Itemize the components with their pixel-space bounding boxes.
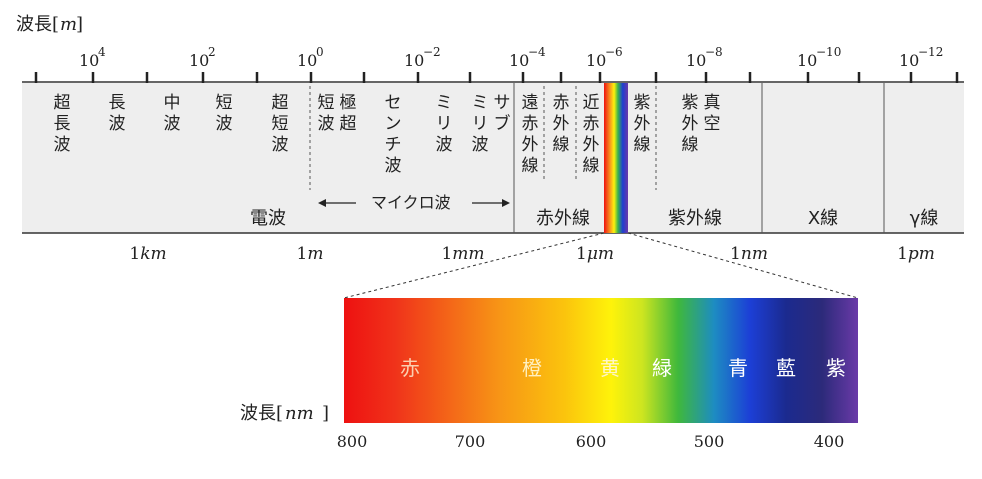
band-gamma-label: γ線 (910, 208, 939, 229)
dashed-separators (309, 86, 657, 190)
top-tick-exp-8: −12 (918, 45, 943, 59)
bottom-label-μm: 1μm (576, 244, 614, 264)
sub-band-kyokutan_a: 短波 (318, 93, 335, 134)
bottom-axis-labels: 1km 1m 1mm 1μm 1nm 1pm (129, 244, 935, 264)
top-tick-exp-4: −4 (528, 45, 546, 59)
visible-color-labels: 赤橙黄緑青藍紫 (400, 356, 846, 380)
zoom-lines (343, 232, 859, 299)
top-tick-label-8: 10−12 (899, 45, 943, 70)
sub-band-chu: 中波 (164, 93, 181, 134)
top-axis-label-unit: m (60, 14, 77, 35)
sub-band-labels: 超長波長波中波短波超短波短波極超センチ波ミリ波ミリ波サブ遠赤外線赤外線近赤外線紫… (54, 93, 721, 176)
sub-band-mid_ir: 赤外線 (553, 93, 570, 155)
top-tick-base-8: 10 (899, 51, 919, 70)
visible-tick-800: 800 (337, 432, 368, 451)
top-tick-exp-5: −6 (605, 45, 623, 59)
bottom-label-pm: 1pm (897, 244, 935, 264)
visible-color-0: 赤 (400, 356, 420, 380)
svg-text:]: ] (76, 14, 83, 35)
visible-color-2: 黄 (600, 356, 620, 380)
sub-band-choutan: 超短波 (272, 93, 289, 155)
visible-color-5: 藍 (776, 356, 796, 380)
band-ir-label: 赤外線 (536, 208, 590, 229)
sub-band-submilli_a: ミリ波 (472, 93, 489, 155)
top-axis-label-prefix: 波長 (16, 14, 52, 35)
top-tick-base-6: 10 (686, 51, 706, 70)
top-tick-exp-3: −2 (423, 45, 441, 59)
sub-band-tan: 短波 (216, 93, 233, 134)
sub-band-centi: センチ波 (385, 93, 402, 176)
visible-axis-label-unit: nm (285, 403, 314, 424)
svg-text:[: [ (276, 403, 283, 424)
top-tick-base-0: 10 (79, 51, 99, 70)
visible-color-6: 紫 (826, 356, 846, 380)
sub-band-uv: 紫外線 (634, 93, 651, 155)
sub-band-far_ir: 遠赤外線 (522, 93, 539, 176)
top-tick-base-1: 10 (189, 51, 209, 70)
sub-band-submilli_b: サブ (494, 93, 511, 134)
bottom-label-mm: 1mm (441, 244, 484, 264)
visible-color-3: 緑 (652, 356, 672, 380)
sub-band-chou: 長波 (109, 93, 126, 134)
top-tick-exp-0: 4 (98, 45, 106, 59)
top-tick-base-2: 10 (297, 51, 317, 70)
top-tick-base-3: 10 (404, 51, 424, 70)
svg-text:]: ] (322, 403, 329, 424)
band-uv-label: 紫外線 (668, 208, 722, 229)
visible-axis-ticks: 800 700 600 500 400 (337, 432, 845, 451)
top-tick-label-0: 104 (79, 45, 106, 70)
band-xray-label: X線 (808, 208, 838, 229)
svg-text:[: [ (52, 14, 59, 35)
top-tick-label-6: 10−8 (686, 45, 723, 70)
sub-band-near_ir: 近赤外線 (583, 93, 600, 176)
visible-axis-label: 波長 [ nm ] (240, 403, 329, 424)
top-tick-base-5: 10 (586, 51, 606, 70)
top-tick-exp-7: −10 (816, 45, 841, 59)
sub-band-choucho: 超長波 (54, 93, 71, 155)
top-tick-label-2: 100 (297, 45, 324, 70)
band-region (22, 83, 964, 233)
visible-spectrum-bar (344, 298, 858, 423)
top-tick-label-4: 10−4 (509, 45, 546, 70)
top-axis-label: 波長 [ m ] (16, 14, 83, 35)
top-tick-label-7: 10−10 (797, 45, 841, 70)
band-radio-label: 電波 (250, 208, 286, 229)
top-tick-base-4: 10 (509, 51, 529, 70)
bottom-label-m: 1m (297, 244, 324, 264)
sub-band-kyokutan_b: 極超 (340, 93, 357, 134)
top-axis-tick-labels: 104 102 100 10−2 10−4 10−6 10−8 10−10 10−12 (79, 45, 943, 70)
top-tick-label-3: 10−2 (404, 45, 441, 70)
top-tick-label-5: 10−6 (586, 45, 623, 70)
visible-strip (604, 83, 628, 233)
visible-color-4: 青 (728, 356, 748, 380)
top-tick-label-1: 102 (189, 45, 216, 70)
visible-tick-700: 700 (455, 432, 486, 451)
sub-band-vac_uv_b: 真空 (704, 93, 721, 134)
sub-band-vac_uv_a: 紫外線 (682, 93, 699, 155)
microwave-label: マイクロ波 (371, 193, 451, 212)
visible-tick-600: 600 (576, 432, 607, 451)
microwave-range: マイクロ波 (318, 193, 510, 212)
visible-tick-400: 400 (814, 432, 845, 451)
bottom-label-nm: 1nm (730, 244, 768, 264)
top-tick-exp-6: −8 (705, 45, 723, 59)
visible-tick-500: 500 (694, 432, 725, 451)
top-tick-exp-2: 0 (316, 45, 324, 59)
main-band-labels: 電波 赤外線 紫外線 X線 γ線 (250, 208, 938, 229)
bottom-label-km: 1km (129, 244, 166, 264)
visible-color-1: 橙 (522, 356, 542, 380)
top-tick-exp-1: 2 (208, 45, 216, 59)
top-tick-base-7: 10 (797, 51, 817, 70)
sub-band-milli: ミリ波 (436, 93, 453, 155)
visible-axis-label-prefix: 波長 (240, 403, 276, 424)
